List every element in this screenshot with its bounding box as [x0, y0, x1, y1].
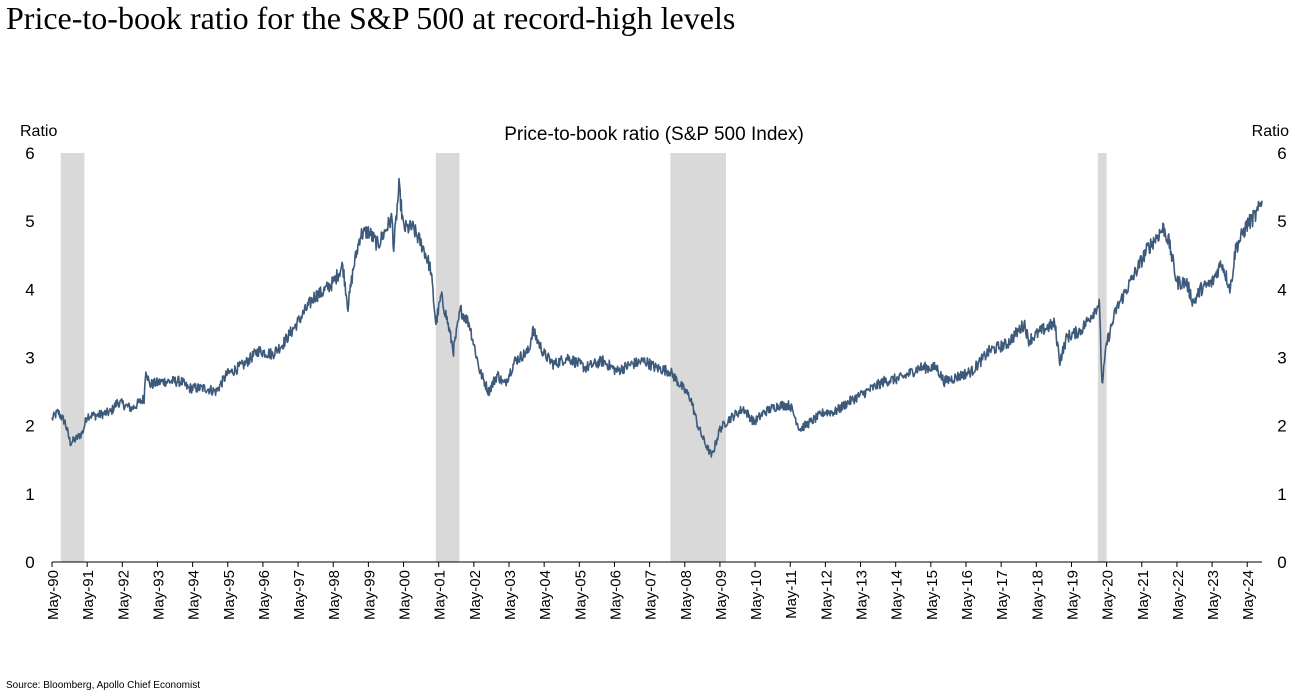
y-tick-label-right: 2 — [1277, 417, 1286, 436]
x-tick-label: May-04 — [537, 570, 554, 620]
y-tick-label-right: 6 — [1277, 144, 1286, 163]
x-tick-label: May-12 — [818, 570, 835, 620]
x-tick-label: May-02 — [467, 570, 484, 620]
x-tick-label: May-09 — [713, 570, 730, 620]
y-tick-label-left: 3 — [25, 349, 34, 368]
x-tick-label: May-96 — [256, 570, 273, 620]
source-note: Source: Bloomberg, Apollo Chief Economis… — [6, 680, 200, 691]
recession-bands — [60, 153, 1107, 562]
x-tick-label: May-94 — [186, 570, 203, 620]
y-axis-label-left: Ratio — [20, 123, 57, 140]
y-tick-label-right: 4 — [1277, 280, 1286, 299]
x-tick-label: May-99 — [361, 570, 378, 620]
x-tick-label: May-03 — [502, 570, 519, 620]
y-tick-label-left: 1 — [25, 485, 34, 504]
y-tick-label-left: 2 — [25, 417, 34, 436]
x-tick-label: May-11 — [783, 570, 800, 619]
series-line-0 — [51, 177, 1263, 458]
y-tick-label-left: 6 — [25, 144, 34, 163]
recession-band-1 — [435, 153, 460, 562]
x-tick-label: May-01 — [432, 570, 449, 620]
y-axis-label-right: Ratio — [1252, 123, 1289, 140]
y-tick-label-right: 1 — [1277, 485, 1286, 504]
x-tick-label: May-22 — [1170, 570, 1187, 620]
x-tick-label: May-10 — [748, 570, 765, 620]
x-tick-label: May-97 — [291, 570, 308, 620]
x-tick-label: May-90 — [45, 570, 62, 620]
y-tick-label-left: 5 — [25, 212, 34, 231]
x-tick-label: May-06 — [607, 570, 624, 620]
x-tick-label: May-93 — [150, 570, 167, 620]
recession-band-2 — [670, 153, 726, 562]
headline: Price-to-book ratio for the S&P 500 at r… — [6, 0, 736, 36]
x-tick-label: May-92 — [115, 570, 132, 620]
x-tick-label: May-18 — [1029, 570, 1046, 620]
x-tick-label: May-20 — [1100, 570, 1117, 620]
series-layer — [51, 177, 1263, 458]
x-tick-label: May-24 — [1240, 570, 1257, 620]
y-tick-label-right: 5 — [1277, 212, 1286, 231]
x-tick-label: May-21 — [1135, 570, 1152, 620]
recession-band-0 — [60, 153, 85, 562]
x-tick-label: May-95 — [221, 570, 238, 620]
y-tick-label-right: 3 — [1277, 349, 1286, 368]
x-tick-label: May-23 — [1205, 570, 1222, 620]
x-tick-label: May-16 — [959, 570, 976, 620]
x-tick-label: May-15 — [924, 570, 941, 620]
x-tick-label: May-08 — [678, 570, 695, 620]
y-tick-label-left: 4 — [25, 280, 34, 299]
x-tick-label: May-07 — [643, 570, 660, 620]
y-tick-label-right: 0 — [1277, 553, 1286, 572]
x-tick-label: May-91 — [80, 570, 97, 620]
x-tick-label: May-00 — [397, 570, 414, 620]
recession-band-3 — [1097, 153, 1107, 562]
x-tick-label: May-05 — [572, 570, 589, 620]
x-tick-label: May-19 — [1064, 570, 1081, 620]
chart-title: Price-to-book ratio (S&P 500 Index) — [504, 124, 804, 145]
x-tick-label: May-13 — [854, 570, 871, 620]
axes: 0 0 1 1 2 2 3 3 4 4 5 5 6 6 May-90 May-91 May-92 May-93 Ma… — [25, 144, 1286, 620]
x-tick-label: May-98 — [326, 570, 343, 620]
x-tick-label: May-17 — [994, 570, 1011, 620]
x-tick-label: May-14 — [889, 570, 906, 620]
y-tick-label-left: 0 — [25, 553, 34, 572]
